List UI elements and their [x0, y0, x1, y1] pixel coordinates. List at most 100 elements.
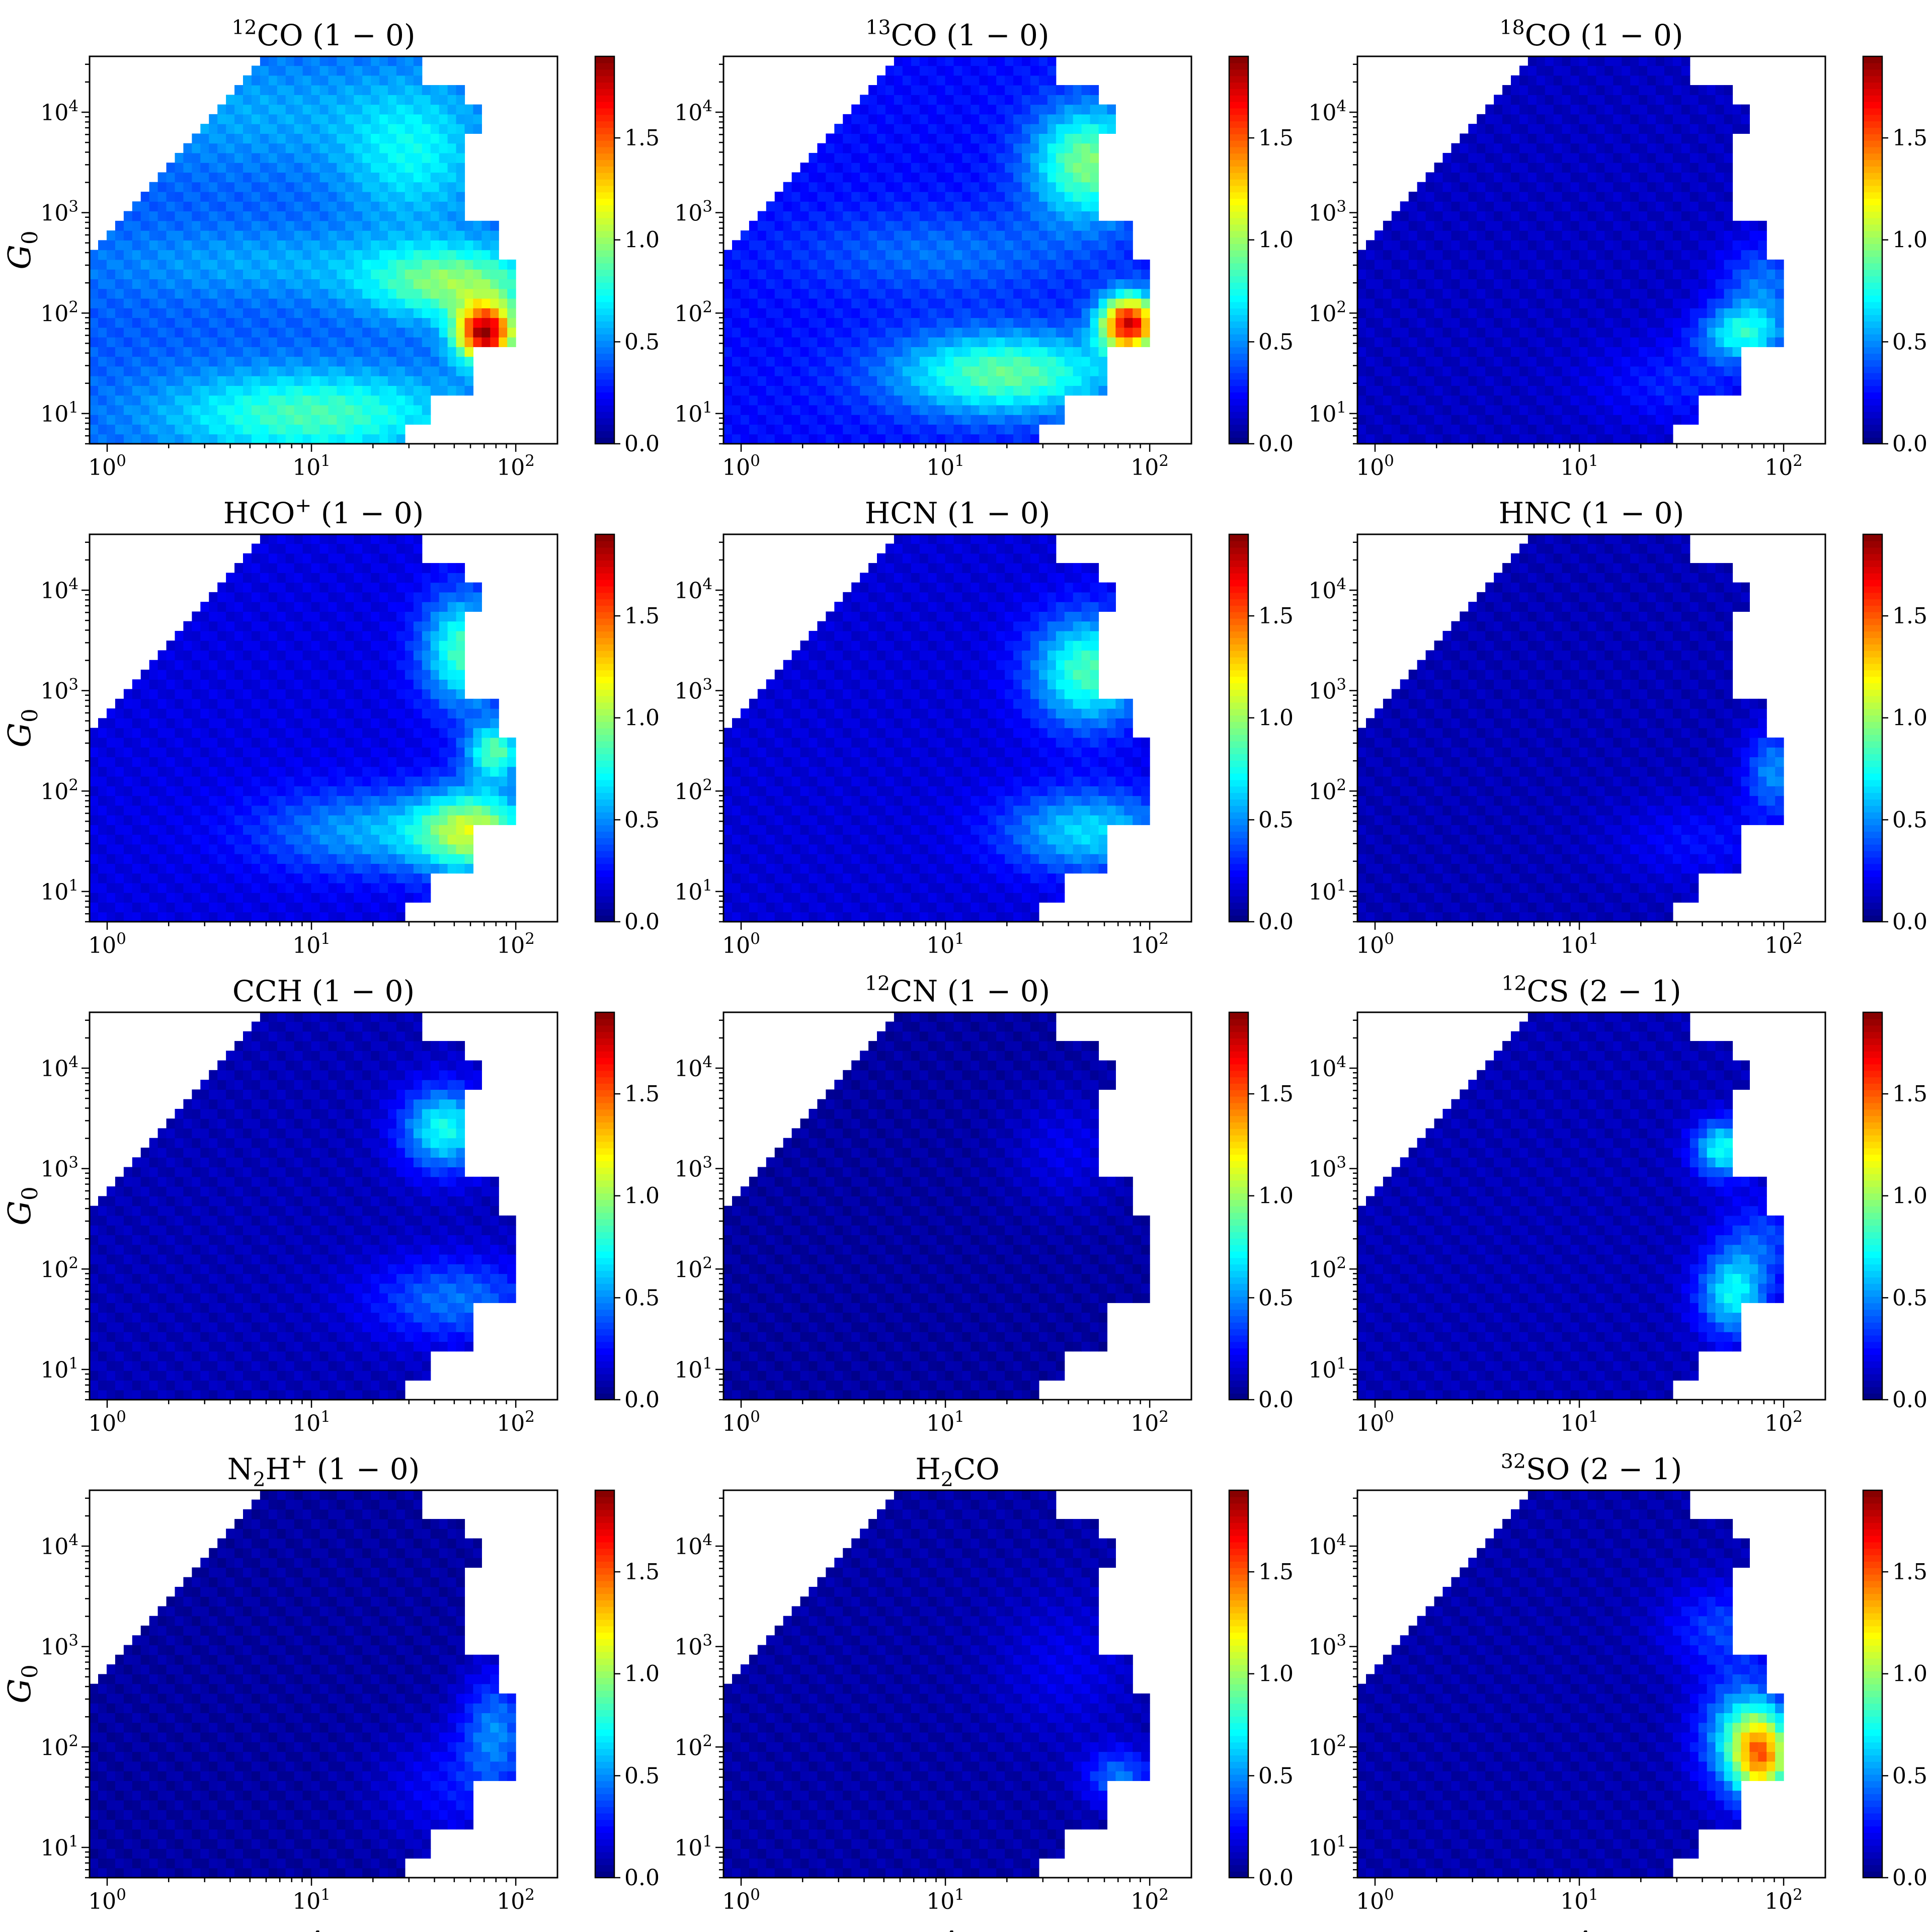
heatmap-cell [1030, 434, 1039, 444]
heatmap-cell [252, 318, 261, 328]
heatmap-cell [1707, 95, 1716, 105]
heatmap-cell [1562, 163, 1571, 173]
heatmap-cell [422, 405, 431, 415]
heatmap-cell [294, 66, 303, 76]
heatmap-cell [1519, 269, 1528, 279]
heatmap-cell [431, 328, 440, 338]
heatmap-cell [448, 182, 457, 192]
heatmap-cell [1013, 182, 1022, 192]
heatmap-cell [490, 279, 499, 289]
heatmap-cell [167, 376, 176, 386]
heatmap-cell [90, 318, 99, 328]
colorbar-segment [595, 295, 614, 302]
heatmap-cell [1022, 172, 1031, 182]
heatmap-cell [1090, 192, 1099, 202]
heatmap-cell [328, 133, 337, 143]
heatmap-cell [945, 395, 954, 406]
heatmap-cell [90, 289, 99, 299]
heatmap-cell [1366, 376, 1375, 386]
heatmap-cell [877, 260, 886, 270]
heatmap-cell [337, 124, 346, 134]
heatmap-cell [1758, 230, 1767, 240]
heatmap-cell [937, 133, 946, 143]
heatmap-cell [431, 308, 440, 318]
heatmap-cell [1048, 66, 1057, 76]
heatmap-cell [1442, 298, 1452, 308]
heatmap-cell [783, 240, 792, 250]
colorbar-segment [1229, 386, 1248, 393]
heatmap-cell [988, 357, 997, 367]
heatmap-cell [996, 328, 1005, 338]
heatmap-cell [414, 182, 423, 192]
heatmap-cell [1519, 95, 1528, 105]
heatmap-cell [1030, 66, 1039, 76]
heatmap-cell [1716, 260, 1725, 270]
heatmap-cell [1579, 357, 1588, 367]
heatmap-cell [911, 66, 920, 76]
heatmap-cell [1477, 328, 1486, 338]
heatmap-cell [354, 56, 363, 66]
heatmap-cell [1013, 56, 1022, 66]
x-tick-label: 101 [292, 452, 331, 480]
heatmap-cell [1519, 230, 1528, 240]
heatmap-cell [379, 357, 388, 367]
heatmap-cell [1690, 260, 1699, 270]
heatmap-cell [473, 240, 482, 250]
heatmap-cell [192, 308, 201, 318]
heatmap-cell [1022, 424, 1031, 434]
heatmap-cell [234, 153, 244, 163]
heatmap-cell [1383, 385, 1392, 395]
heatmap-cell [167, 318, 176, 328]
heatmap-cell [269, 192, 278, 202]
heatmap-cell [175, 192, 184, 202]
heatmap-cell [328, 163, 337, 173]
heatmap-cell [1613, 366, 1622, 376]
heatmap-cell [1528, 328, 1537, 338]
heatmap-cell [1596, 434, 1605, 444]
heatmap-cell [1400, 211, 1409, 221]
heatmap-cell [388, 366, 397, 376]
heatmap-cell [860, 415, 869, 425]
heatmap-cell [1013, 240, 1022, 250]
heatmap-cell [1596, 75, 1605, 86]
heatmap-cell [1022, 163, 1031, 173]
heatmap-cell [1699, 240, 1708, 250]
heatmap-cell [200, 250, 209, 260]
heatmap-cell [1587, 366, 1596, 376]
heatmap-cell [1409, 269, 1418, 279]
heatmap-cell [1562, 201, 1571, 211]
heatmap-cell [851, 279, 860, 289]
heatmap-cell [928, 250, 937, 260]
heatmap-cell [1656, 366, 1665, 376]
heatmap-cell [1528, 124, 1537, 134]
heatmap-cell [422, 85, 431, 95]
heatmap-cell [868, 163, 877, 173]
heatmap-cell [1082, 143, 1091, 153]
heatmap-cell [226, 395, 235, 406]
heatmap-cell [903, 105, 912, 115]
heatmap-cell [1656, 434, 1665, 444]
heatmap-cell [988, 308, 997, 318]
heatmap-cell [1502, 318, 1511, 328]
heatmap-cell [1596, 289, 1605, 299]
heatmap-cell [371, 124, 380, 134]
heatmap-cell [1571, 201, 1580, 211]
heatmap-cell [1502, 153, 1511, 163]
heatmap-cell [414, 153, 423, 163]
heatmap-cell [175, 405, 184, 415]
heatmap-cell [379, 221, 388, 231]
heatmap-cell [499, 269, 508, 279]
heatmap-cell [1537, 308, 1546, 318]
heatmap-cell [277, 105, 286, 115]
heatmap-cell [1664, 221, 1673, 231]
heatmap-cell [826, 376, 835, 386]
heatmap-cell [141, 269, 150, 279]
heatmap-cell [439, 105, 448, 115]
heatmap-cell [945, 124, 954, 134]
heatmap-cell [1477, 250, 1486, 260]
heatmap-cell [1451, 415, 1460, 425]
heatmap-cell [1519, 337, 1528, 347]
heatmap-cell [319, 289, 329, 299]
heatmap-cell [741, 230, 750, 240]
heatmap-cell [851, 240, 860, 250]
